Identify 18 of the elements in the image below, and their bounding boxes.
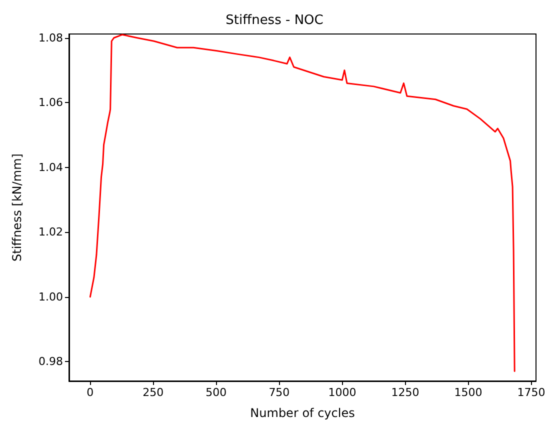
x-tick-label: 750 [268, 386, 290, 399]
y-tick-label: 1.00 [38, 290, 63, 304]
x-axis-title: Number of cycles [250, 406, 355, 420]
x-tick-label: 250 [142, 386, 164, 399]
x-tick-label: 1000 [328, 386, 356, 399]
y-axis-title: Stiffness [kN/mm] [10, 154, 24, 262]
y-tick-label: 1.04 [38, 160, 63, 174]
y-tick-label: 1.06 [38, 96, 63, 110]
y-tick-label: 0.98 [38, 355, 63, 368]
line-series [89, 34, 516, 372]
x-tick-label: 1750 [517, 386, 546, 399]
y-tick-label: 1.02 [38, 226, 63, 239]
x-tick-label: 500 [206, 386, 227, 399]
x-tick-label: 0 [86, 386, 94, 399]
x-tick-label: 1250 [391, 386, 420, 399]
x-tick-label: 1500 [454, 386, 482, 399]
y-tick-label: 1.08 [38, 31, 63, 44]
chart-title: Stiffness - NOC [226, 13, 324, 28]
